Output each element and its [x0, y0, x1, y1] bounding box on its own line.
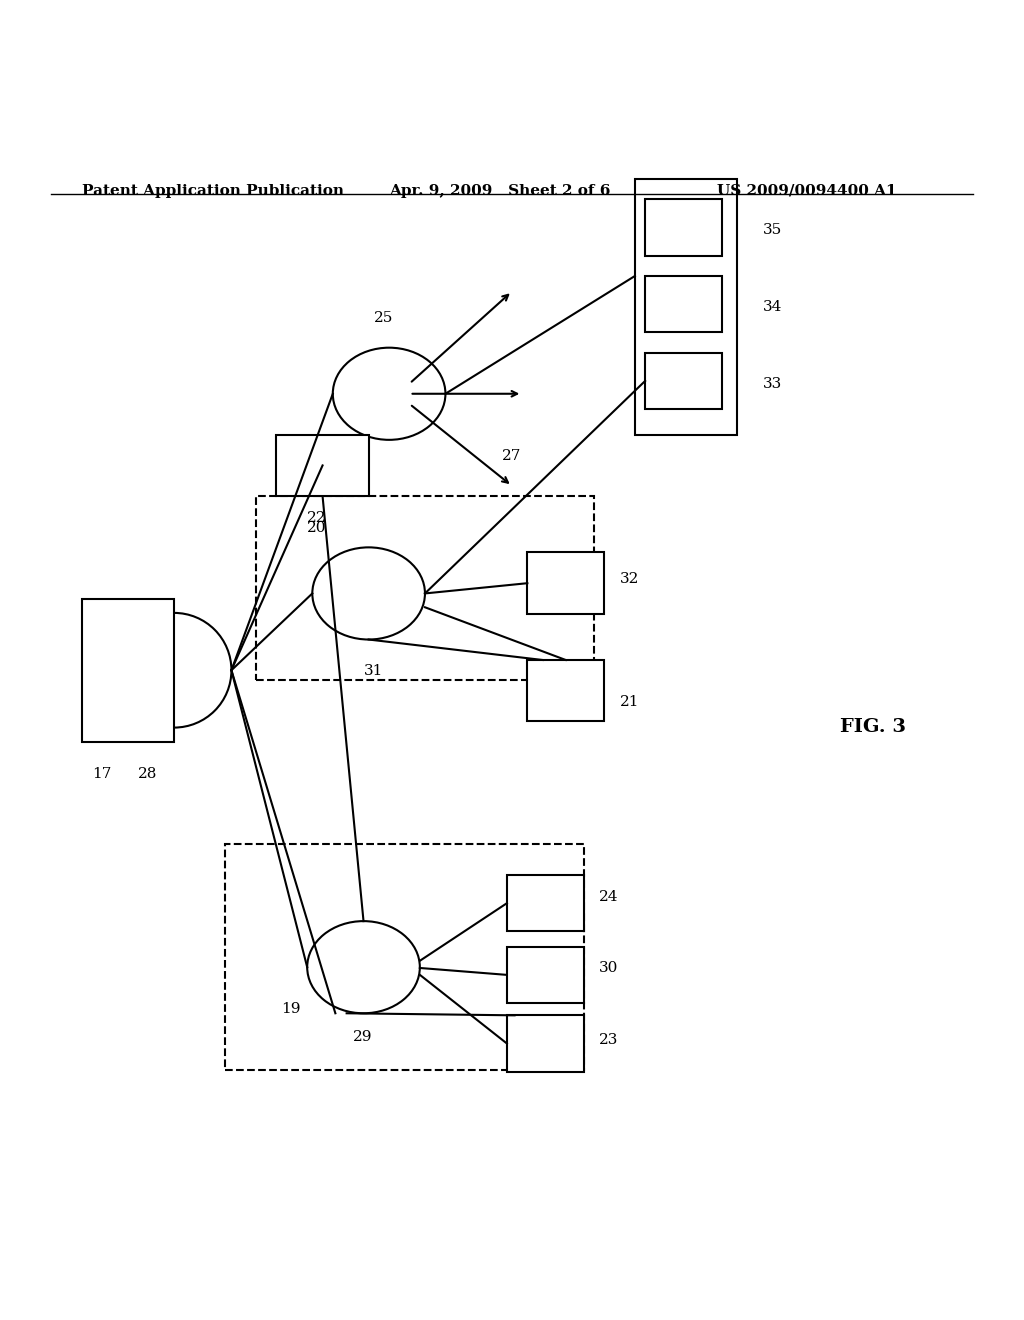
Bar	[507, 946, 584, 1003]
Text: 24: 24	[599, 890, 618, 904]
Ellipse shape	[312, 548, 425, 639]
Text: 28: 28	[138, 767, 158, 780]
Bar	[645, 352, 722, 409]
Text: 27: 27	[502, 449, 521, 463]
Text: 29: 29	[353, 1030, 373, 1044]
Text: 31: 31	[364, 664, 383, 678]
Text: 17: 17	[92, 767, 112, 780]
Text: Apr. 9, 2009   Sheet 2 of 6: Apr. 9, 2009 Sheet 2 of 6	[389, 183, 610, 198]
Text: 32: 32	[620, 572, 639, 586]
Bar	[527, 553, 604, 614]
Bar	[507, 875, 584, 932]
Text: 34: 34	[763, 300, 782, 314]
Text: 21: 21	[620, 696, 639, 709]
Text: FIG. 3: FIG. 3	[840, 718, 905, 735]
Bar	[635, 178, 737, 434]
Text: 35: 35	[763, 223, 782, 236]
Bar	[256, 496, 594, 681]
Text: US 2009/0094400 A1: US 2009/0094400 A1	[717, 183, 896, 198]
Bar	[225, 845, 584, 1069]
Bar	[276, 434, 369, 496]
Bar	[645, 199, 722, 256]
Ellipse shape	[333, 347, 445, 440]
Text: 33: 33	[763, 376, 782, 391]
Text: 25: 25	[374, 312, 393, 325]
Text: 23: 23	[599, 1034, 618, 1047]
Text: 20: 20	[307, 521, 327, 535]
Text: Patent Application Publication: Patent Application Publication	[82, 183, 344, 198]
Text: 19: 19	[282, 1002, 301, 1016]
Bar	[645, 276, 722, 333]
Bar	[527, 660, 604, 722]
Text: 22: 22	[307, 511, 327, 525]
Bar	[82, 598, 174, 742]
Ellipse shape	[307, 921, 420, 1014]
Bar	[507, 1015, 584, 1072]
Text: 30: 30	[599, 961, 618, 975]
